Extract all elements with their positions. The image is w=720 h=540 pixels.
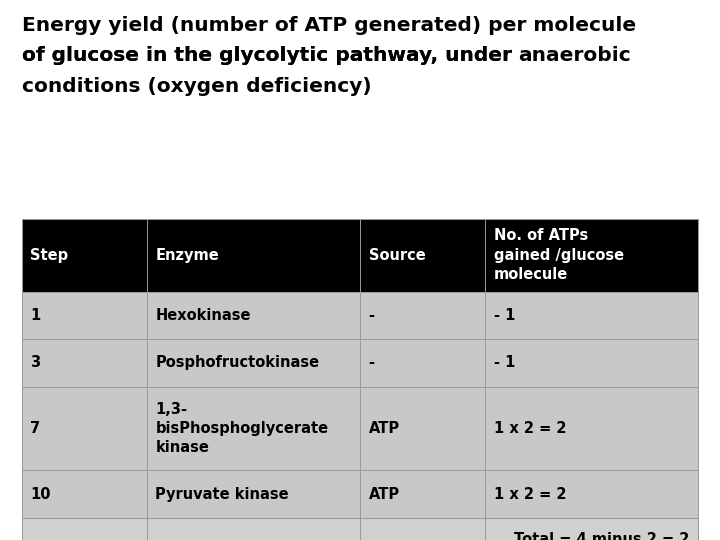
Text: Posphofructokinase: Posphofructokinase [156,355,320,370]
Text: Step: Step [30,248,68,262]
Bar [485,387,698,470]
Bar [485,219,698,292]
Bar [485,470,698,518]
Bar [22,339,147,387]
Text: - 1: - 1 [494,355,516,370]
Bar [22,387,147,470]
Text: Total = 4 minus 2 = 2: Total = 4 minus 2 = 2 [514,532,690,540]
Bar [360,339,485,387]
Bar [360,387,485,470]
Text: 1,3-
bisPhosphoglycerate
kinase: 1,3- bisPhosphoglycerate kinase [156,402,328,455]
Bar [22,219,147,292]
Bar [147,339,360,387]
Text: 1: 1 [30,308,40,323]
Text: of glucose in the glycolytic pathway, under: of glucose in the glycolytic pathway, un… [22,46,518,65]
Text: of glucose in the glycolytic pathway, under: of glucose in the glycolytic pathway, un… [22,46,518,65]
Bar [147,219,360,292]
Text: Enzyme: Enzyme [156,248,219,262]
Bar [360,219,485,292]
Text: Hexokinase: Hexokinase [156,308,251,323]
Bar [22,470,147,518]
Text: Source: Source [369,248,426,262]
Text: 7: 7 [30,421,40,436]
Text: ATP: ATP [369,421,400,436]
Bar [147,387,360,470]
Bar [485,339,698,387]
Text: ATP: ATP [369,487,400,502]
Bar [22,292,147,339]
Bar [147,470,360,518]
Text: No. of ATPs
gained /glucose
molecule: No. of ATPs gained /glucose molecule [494,228,624,282]
Bar [485,292,698,339]
Text: -: - [369,308,374,323]
Bar [360,470,485,518]
Text: 1 x 2 = 2: 1 x 2 = 2 [494,421,567,436]
Text: conditions (oxygen deficiency): conditions (oxygen deficiency) [22,77,372,96]
Bar [147,292,360,339]
Text: 3: 3 [30,355,40,370]
Bar [360,292,485,339]
Text: - 1: - 1 [494,308,516,323]
Text: Pyruvate kinase: Pyruvate kinase [156,487,289,502]
Bar [22,518,698,540]
Text: anaerobic: anaerobic [518,46,631,65]
Text: 1 x 2 = 2: 1 x 2 = 2 [494,487,567,502]
Text: 10: 10 [30,487,50,502]
Text: Energy yield (number of ATP generated) per molecule: Energy yield (number of ATP generated) p… [22,16,636,35]
Text: -: - [369,355,374,370]
